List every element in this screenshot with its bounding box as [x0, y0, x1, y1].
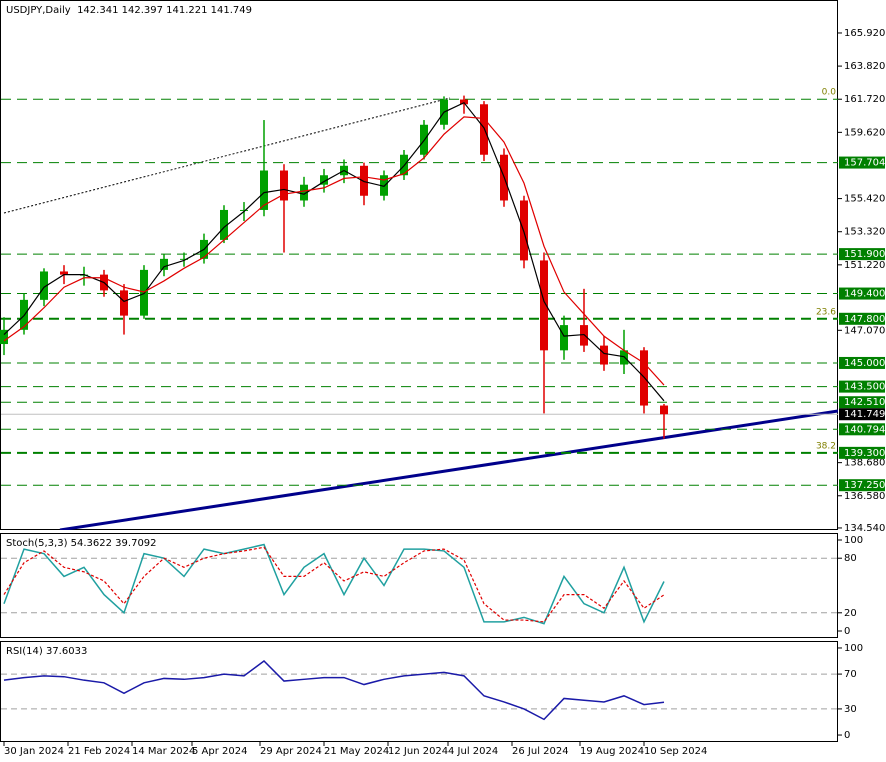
x-tick-label: 19 Aug 2024: [580, 746, 644, 757]
x-tick-label: 10 Sep 2024: [644, 746, 707, 757]
y-tick-label: 155.420: [844, 194, 885, 205]
panel-content: 100 80 20 0 Stoch(5,3,3) 54.3622 39.7092: [1, 535, 863, 637]
candle-body: [240, 209, 248, 211]
panel-content: 165.920 163.820 161.720 159.620 155.420 153.3…: [0, 5, 885, 757]
y-tick-label: 0: [844, 626, 850, 637]
candle-body: [220, 209, 228, 240]
x-tick-label: 5 Apr 2024: [192, 746, 247, 757]
panel-title: Stoch(5,3,3) 54.3622 39.7092: [6, 538, 157, 549]
rsi-panel: [0, 641, 838, 742]
x-tick-label: 14 Mar 2024: [132, 746, 195, 757]
candle-body: [560, 325, 568, 351]
trend-line-dotted: [3, 97, 451, 214]
level-tag: [839, 479, 885, 492]
trend-line-support: [59, 409, 838, 530]
panel-content: 100 70 30 0 RSI(14) 37.6033: [1, 643, 863, 741]
y-tick-label: 134.540: [844, 523, 885, 534]
level-tag: [839, 356, 885, 369]
level-tag: [839, 396, 885, 409]
candle-body: [360, 165, 368, 196]
candle-body: [300, 184, 308, 201]
fib-label: 23.6: [816, 307, 836, 317]
series-line: [3, 546, 665, 623]
y-tick-label: 0: [844, 730, 850, 741]
candle-body: [120, 290, 128, 316]
level-tag: [839, 446, 885, 459]
y-tick-label: 100: [844, 643, 863, 654]
candle-body: [320, 175, 328, 185]
y-tick-label: 153.320: [844, 227, 885, 238]
series-line: [3, 116, 665, 386]
y-tick-label: 161.720: [844, 94, 885, 105]
candle-body: [60, 271, 68, 275]
x-tick-label: 29 Apr 2024: [260, 746, 322, 757]
y-tick-label: 100: [844, 535, 863, 546]
x-tick-label: 4 Jul 2024: [448, 746, 498, 757]
y-tick-label: 138.680: [844, 458, 885, 469]
candle-body: [460, 99, 468, 105]
price-label: 141.749: [844, 409, 885, 420]
level-tag: [839, 312, 885, 325]
candle-body: [540, 260, 548, 351]
x-tick-label: 21 May 2024: [324, 746, 389, 757]
series-line: [3, 101, 665, 402]
candle-body: [180, 258, 188, 260]
level-label: 147.800: [844, 314, 885, 325]
candle-body: [260, 170, 268, 210]
series-line: [3, 660, 665, 721]
y-tick-label: 30: [844, 704, 857, 715]
level-label: 142.510: [844, 397, 885, 408]
x-tick-label: 12 Jun 2024: [388, 746, 448, 757]
y-tick-label: 159.620: [844, 127, 885, 138]
y-tick-label: 80: [844, 553, 857, 564]
y-tick-label: 165.920: [844, 28, 885, 39]
fib-label: 38.2: [816, 441, 836, 451]
drawings: [3, 97, 838, 530]
main-panel: [0, 0, 838, 530]
candle-body: [660, 405, 668, 415]
level-label: 151.900: [844, 249, 885, 260]
level-tag: [839, 248, 885, 261]
level-label: 137.250: [844, 480, 885, 491]
y-tick-label: 147.070: [844, 325, 885, 336]
panel-title: RSI(14) 37.6033: [6, 646, 87, 657]
panel-title: USDJPY,Daily 142.341 142.397 141.221 141…: [6, 5, 252, 16]
x-tick-label: 21 Feb 2024: [68, 746, 130, 757]
level-label: 145.000: [844, 358, 885, 369]
level-label: 157.704: [844, 158, 885, 169]
level-label: 139.300: [844, 448, 885, 459]
y-tick-label: 20: [844, 608, 857, 619]
candle-body: [280, 170, 288, 201]
level-tag: [839, 380, 885, 393]
y-tick-label: 151.220: [844, 260, 885, 271]
candle-body: [160, 258, 168, 270]
series-line: [3, 543, 665, 625]
level-tag: [839, 423, 885, 436]
candle-body: [40, 271, 48, 300]
y-tick-label: 70: [844, 669, 857, 680]
x-tick-label: 30 Jan 2024: [4, 746, 64, 757]
level-tag: [839, 287, 885, 300]
price-tag: [839, 408, 885, 421]
stoch-panel: [0, 533, 838, 638]
level-tag: [839, 156, 885, 169]
candle-body: [0, 329, 8, 345]
level-label: 140.794: [844, 424, 885, 435]
level-label: 149.400: [844, 289, 885, 300]
candle-body: [600, 345, 608, 365]
x-tick-label: 26 Jul 2024: [512, 746, 569, 757]
y-tick-label: 163.820: [844, 61, 885, 72]
fib-label: 0.0: [822, 88, 837, 98]
level-label: 143.500: [844, 382, 885, 393]
y-tick-label: 136.580: [844, 491, 885, 502]
